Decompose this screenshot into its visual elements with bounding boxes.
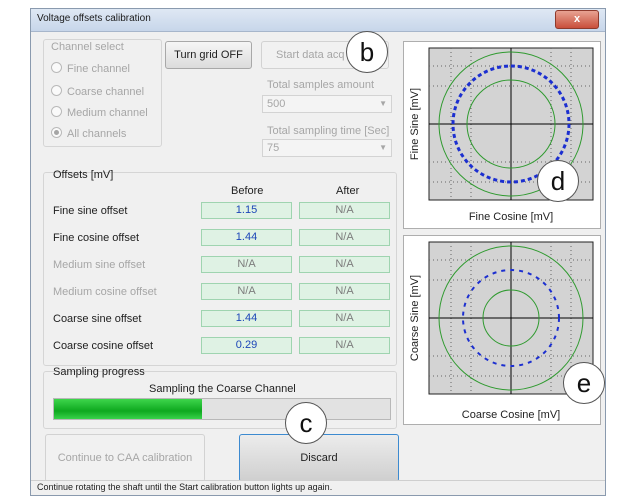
before-column-header: Before — [231, 185, 264, 197]
after-value-box: N/A — [299, 337, 390, 354]
channel-select-title: Channel select — [51, 41, 124, 53]
title-bar: Voltage offsets calibration x — [31, 9, 605, 32]
continue-to-caa-button: Continue to CAA calibration — [45, 434, 205, 482]
close-button[interactable]: x — [555, 10, 599, 29]
radio-circle-icon — [51, 85, 62, 96]
progress-fill — [54, 399, 202, 419]
before-value-box: 1.44 — [201, 229, 292, 246]
after-value-box: N/A — [299, 256, 390, 273]
radio-all-channels: All channels — [51, 127, 126, 140]
after-column-header: After — [336, 185, 360, 197]
offsets-group — [43, 172, 397, 366]
fine-y-label: Fine Sine [mV] — [409, 88, 421, 160]
radio-fine-channel: Fine channel — [51, 62, 130, 75]
radio-label: Medium channel — [67, 107, 148, 119]
dropdown-arrow-icon: ▼ — [379, 143, 387, 152]
fine-x-label: Fine Cosine [mV] — [469, 211, 553, 223]
radio-circle-icon — [51, 62, 62, 73]
callout-c: c — [285, 402, 327, 444]
after-value-box: N/A — [299, 229, 390, 246]
offset-row-label: Fine sine offset — [53, 205, 128, 217]
coarse-x-label: Coarse Cosine [mV] — [462, 409, 560, 421]
total-time-value: 75 — [267, 142, 280, 154]
offset-row-label: Coarse cosine offset — [53, 340, 154, 352]
sampling-progress-title: Sampling progress — [53, 366, 145, 378]
total-samples-label: Total samples amount — [267, 79, 374, 91]
total-samples-value: 500 — [267, 98, 286, 110]
offset-row-label: Coarse sine offset — [53, 313, 142, 325]
before-value-box: N/A — [201, 256, 292, 273]
discard-button[interactable]: Discard — [239, 434, 399, 482]
sampling-progress-bar — [53, 398, 391, 420]
after-value-box: N/A — [299, 202, 390, 219]
callout-b: b — [346, 31, 388, 73]
total-time-label: Total sampling time [Sec] — [267, 125, 390, 137]
coarse-plot: Coarse Cosine [mV] Coarse Sine [mV] — [409, 241, 594, 421]
before-value-box: 1.44 — [201, 310, 292, 327]
fine-outer-ring — [438, 51, 584, 197]
status-text: Continue rotating the shaft until the St… — [37, 482, 333, 492]
callout-e: e — [563, 362, 605, 404]
offset-row-label: Medium cosine offset — [53, 286, 157, 298]
after-value-box: N/A — [299, 310, 390, 327]
after-value-box: N/A — [299, 283, 390, 300]
coarse-outer-ring — [438, 245, 584, 391]
before-value-box: 0.29 — [201, 337, 292, 354]
radio-label: All channels — [67, 128, 127, 140]
before-value-box: N/A — [201, 283, 292, 300]
radio-coarse-channel: Coarse channel — [51, 85, 144, 98]
coarse-inner-ring — [482, 289, 540, 347]
sampling-status-text: Sampling the Coarse Channel — [149, 383, 296, 395]
status-bar: Continue rotating the shaft until the St… — [31, 480, 605, 495]
radio-circle-icon — [51, 106, 62, 117]
turn-grid-button[interactable]: Turn grid OFF — [165, 41, 252, 69]
sampling-progress-group — [43, 371, 397, 429]
window-title: Voltage offsets calibration — [37, 13, 151, 24]
radio-medium-channel: Medium channel — [51, 106, 148, 119]
dropdown-arrow-icon: ▼ — [379, 99, 387, 108]
offset-row-label: Medium sine offset — [53, 259, 146, 271]
channel-select-group — [43, 39, 162, 147]
radio-label: Fine channel — [67, 63, 130, 75]
callout-d: d — [537, 160, 579, 202]
radio-label: Coarse channel — [67, 86, 145, 98]
fine-plot-panel: Fine Cosine [mV] Fine Sine [mV] — [403, 41, 601, 229]
offsets-title: Offsets [mV] — [53, 169, 114, 181]
coarse-sample-trace — [462, 269, 560, 367]
total-time-select: 75 ▼ — [262, 139, 392, 157]
fine-inner-ring — [466, 79, 556, 169]
total-samples-select: 500 ▼ — [262, 95, 392, 113]
coarse-y-label: Coarse Sine [mV] — [409, 275, 421, 361]
fine-sample-trace — [451, 64, 571, 184]
radio-selected-icon — [51, 127, 62, 138]
offset-row-label: Fine cosine offset — [53, 232, 140, 244]
fine-plot: Fine Cosine [mV] Fine Sine [mV] — [409, 47, 594, 223]
before-value-box: 1.15 — [201, 202, 292, 219]
